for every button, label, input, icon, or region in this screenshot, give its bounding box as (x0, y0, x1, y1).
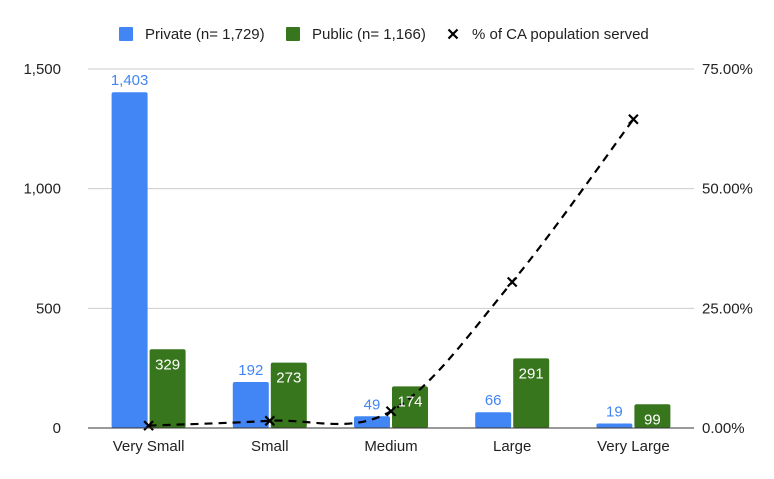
bar (634, 404, 671, 428)
data-label: 49 (364, 396, 381, 413)
x-tick-label: Very Small (113, 438, 185, 455)
bar (270, 362, 307, 428)
series-line (148, 118, 635, 427)
legend-label: % of CA population served (472, 26, 649, 43)
bar (392, 386, 428, 428)
y-left-tick-label: 0 (53, 420, 61, 437)
line-marker-x (506, 276, 518, 288)
bar (513, 358, 550, 428)
legend: Private (n= 1,729) Public (n= 1,166) % of … (119, 26, 649, 43)
line-marker-x (628, 113, 639, 125)
data-label: 174 (397, 393, 422, 410)
data-label: 66 (485, 392, 502, 409)
data-label: 329 (155, 356, 180, 373)
bar (596, 423, 633, 428)
line-marker-x (143, 420, 154, 431)
line-marker-x (385, 405, 397, 417)
legend-marker-x (447, 28, 459, 40)
x-tick-label: Very Large (597, 438, 670, 455)
x-tick-label: Small (251, 438, 289, 455)
legend-swatch (119, 27, 133, 41)
data-label: 1,403 (111, 72, 149, 89)
legend-swatch (286, 27, 300, 41)
data-label: 273 (276, 370, 301, 387)
data-label: 291 (519, 365, 544, 382)
x-tick-label: Medium (364, 438, 417, 455)
axes: 0 500 1,000 1,500 0.00% 25.00% 50.00% 75.00% Ver… (23, 61, 752, 455)
bar (354, 416, 390, 428)
legend-label: Private (n= 1,729) (145, 26, 265, 43)
gridlines (88, 68, 694, 309)
legend-item: % of CA population served (447, 26, 649, 43)
y-right-tick-label: 50.00% (702, 181, 753, 198)
data-label: 19 (606, 403, 623, 420)
bar (475, 412, 512, 428)
bar (149, 349, 186, 428)
legend-label: Public (n= 1,166) (312, 26, 426, 43)
y-right-tick-label: 25.00% (702, 300, 753, 317)
bar (111, 92, 148, 428)
bars (111, 92, 671, 428)
legend-item: Private (n= 1,729) (119, 26, 265, 43)
y-left-tick-label: 1,500 (23, 61, 61, 78)
y-left-tick-label: 1,000 (23, 181, 61, 198)
y-right-tick-label: 0.00% (702, 420, 745, 437)
data-labels: 1,403 192 49 66 19 329 273 174 291 99 (111, 72, 661, 428)
bar (232, 382, 269, 428)
y-left-tick-label: 500 (36, 300, 61, 317)
line-marker-x (264, 415, 276, 427)
data-label: 192 (238, 362, 263, 379)
legend-item: Public (n= 1,166) (286, 26, 426, 43)
x-tick-label: Large (493, 438, 531, 455)
population-line (143, 113, 639, 431)
y-right-tick-label: 75.00% (702, 61, 753, 78)
data-label: 99 (644, 411, 661, 428)
